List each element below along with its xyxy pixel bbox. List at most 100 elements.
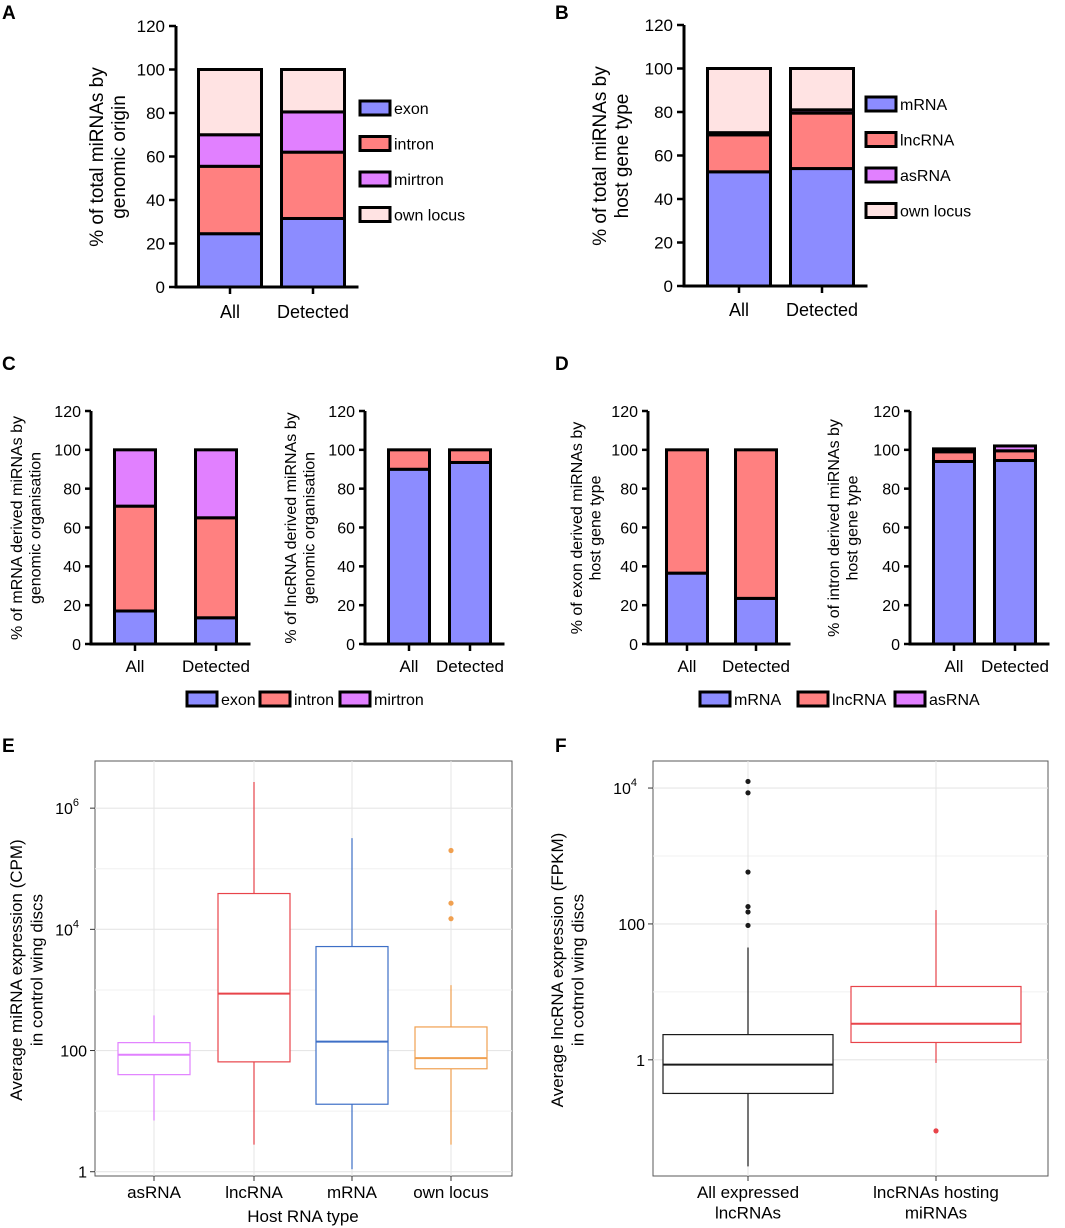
y-tick-label: 104 — [613, 777, 637, 798]
y-tick-label: 120 — [137, 17, 165, 36]
x-tick-label: All — [220, 302, 240, 322]
y-axis-label-line: % of total miRNAs by — [590, 66, 611, 246]
bar-segment-exon — [194, 616, 238, 646]
bar-segment-exon — [113, 609, 157, 646]
bar-segment-own-locus — [789, 67, 855, 112]
y-tick-base: 1 — [78, 1165, 87, 1182]
y-tick-label: 120 — [611, 404, 638, 421]
y-axis-label-line: genomic organisation — [301, 452, 318, 604]
legend-swatch-intron — [358, 135, 392, 152]
y-tick-label: 40 — [654, 190, 673, 209]
x-tick-label: All expressed lncRNAs — [697, 1183, 799, 1223]
y-tick-label: 0 — [664, 277, 673, 296]
bar-segment-exon — [448, 460, 492, 646]
y-tick-label: 80 — [654, 103, 673, 122]
bar-chart-C-right: 0 20 40 60 80 100 120 All Detected % of lncRNA de… — [283, 404, 505, 676]
bar-segment-lncRNA — [734, 448, 778, 600]
outlier-point — [745, 790, 751, 796]
legend-label-own-locus: own locus — [900, 204, 971, 221]
y-tick-label: 1 — [78, 1165, 87, 1182]
y-tick-label: 20 — [63, 598, 81, 615]
y-axis-label-line: host gene type — [612, 94, 633, 219]
bar-segment-own-locus — [197, 68, 263, 137]
outlier-point — [448, 900, 454, 906]
x-tick-label-line: All expressed — [697, 1183, 799, 1202]
y-tick-label: 1 — [636, 1053, 645, 1070]
legend-label-lncRNA: lncRNA — [832, 692, 887, 709]
bar-segment-intron — [280, 150, 346, 220]
legend-swatch-exon — [185, 690, 219, 708]
y-tick-label: 104 — [55, 918, 79, 939]
box-iqr — [217, 892, 291, 1063]
y-tick-label: 60 — [620, 520, 638, 537]
x-tick-label: lncRNA — [225, 1183, 283, 1202]
y-axis-label: % of exon derived miRNAs byhost gene typ… — [569, 422, 604, 635]
legend-label-asRNA: asRNA — [900, 168, 951, 185]
y-axis-label: Average miRNA expression (CPM)in control… — [7, 839, 46, 1100]
y-tick-base: 10 — [55, 922, 73, 939]
bar-segment-mirtron — [113, 448, 157, 508]
legend-label-lncRNA: lncRNA — [900, 133, 955, 150]
y-axis-label-line: genomic organisation — [27, 452, 44, 604]
y-tick-base: 10 — [613, 781, 631, 798]
y-tick-base: 100 — [60, 1044, 87, 1061]
x-tick-label: All — [126, 657, 145, 676]
y-tick-label: 120 — [328, 404, 355, 421]
x-tick-label-line: asRNA — [127, 1183, 182, 1202]
legend-label-mirtron: mirtron — [394, 172, 444, 189]
x-tick-label-line: lncRNAs — [715, 1204, 781, 1223]
y-tick-base: 10 — [55, 801, 73, 818]
x-axis-label: Host RNA type — [247, 1207, 359, 1226]
bar-chart-D-right: 0 20 40 60 80 100 120 All Detected % of intron de… — [826, 404, 1050, 676]
bar-segment-own-locus — [280, 68, 346, 114]
y-axis-label-line: Average lncRNA expression (FPKM) — [548, 833, 567, 1108]
bar-chart-A: 0 20 40 60 80 100 120 All Detected % of total miR… — [87, 17, 465, 322]
plot-frame — [652, 760, 1049, 1177]
panel-label-f: F — [555, 736, 567, 757]
legend-label-exon: exon — [394, 101, 429, 118]
y-tick-label: 60 — [654, 147, 673, 166]
legend-swatch-own-locus — [358, 206, 392, 223]
x-tick-label-line: lncRNA — [225, 1183, 283, 1202]
y-tick-label: 40 — [146, 191, 165, 210]
x-tick-label-line: own locus — [413, 1183, 489, 1202]
bar-segment-exon — [197, 232, 263, 289]
bar-chart-B: 0 20 40 60 80 100 120 All Detected % of total miR… — [590, 16, 971, 320]
outlier-point — [745, 778, 751, 785]
y-axis-label-line: host gene type — [844, 475, 861, 580]
legend-swatch-mirtron — [338, 690, 372, 708]
bar-segment-mRNA — [706, 170, 772, 288]
y-tick-exponent: 4 — [631, 777, 637, 789]
y-axis-label-line: % of exon derived miRNAs by — [569, 422, 586, 635]
y-tick-label: 100 — [873, 443, 900, 460]
y-tick-label: 106 — [55, 797, 79, 818]
y-tick-label: 120 — [873, 404, 900, 421]
box-iqr — [315, 945, 389, 1105]
y-axis-label-line: % of intron derived miRNAs by — [826, 419, 843, 637]
panel-label-d: D — [555, 354, 569, 375]
x-tick-label: asRNA — [127, 1183, 182, 1202]
y-tick-label: 80 — [882, 481, 900, 498]
legend-label-mRNA: mRNA — [734, 692, 781, 709]
y-tick-label: 80 — [146, 104, 165, 123]
x-tick-label: Detected — [436, 657, 504, 676]
bar-segment-mirtron — [194, 448, 238, 520]
y-tick-label: 100 — [618, 917, 645, 934]
x-tick-label: Detected — [182, 657, 250, 676]
y-axis-label: % of lncRNA derived miRNAs bygenomic org… — [283, 412, 318, 643]
legend-label-own-locus: own locus — [394, 208, 465, 225]
x-tick-label: Detected — [981, 657, 1049, 676]
outlier-point — [745, 922, 751, 929]
panel-label-a: A — [2, 3, 16, 24]
bar-segment-mRNA — [789, 167, 855, 288]
y-tick-label: 100 — [611, 443, 638, 460]
y-axis-label: Average lncRNA expression (FPKM)in cotnr… — [548, 833, 587, 1108]
y-tick-label: 60 — [337, 520, 355, 537]
y-axis-label-line: genomic origin — [109, 95, 130, 219]
legend-swatch-mRNA — [864, 95, 898, 113]
bar-segment-mRNA — [993, 459, 1037, 646]
bar-segment-lncRNA — [789, 111, 855, 171]
legend-swatch-asRNA — [864, 166, 898, 184]
bar-segment-intron — [113, 504, 157, 613]
y-tick-label: 100 — [137, 61, 165, 80]
